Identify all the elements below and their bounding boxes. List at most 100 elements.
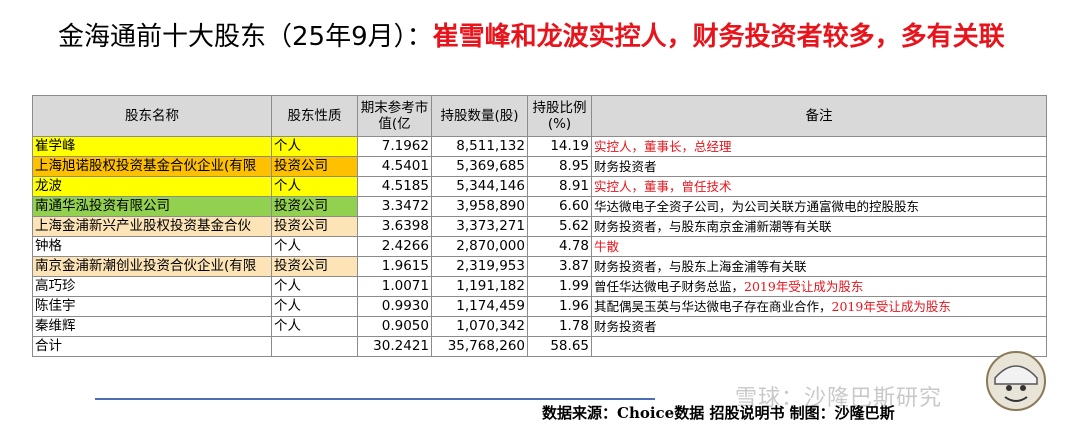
cell-shareholder-name: 南通华泓投资有限公司 [32, 196, 272, 217]
cell-market-value: 3.6398 [357, 216, 432, 237]
note-text: 华达微电子全资子公司，为公司关联方通富微电的控股股东 [594, 199, 920, 214]
table-row: 南京金浦新潮创业投资合伙企业(有限 投资公司 1.9615 2,319,953 3.87… [32, 256, 1047, 277]
cell-market-value: 4.5401 [357, 156, 432, 177]
cell-shareholder-name: 上海金浦新兴产业股权投资基金合伙 [32, 216, 272, 237]
cell-percent: 6.60 [527, 196, 592, 217]
table-row: 上海旭诺股权投资基金合伙企业(有限 投资公司 4.5401 5,369,685 8.95… [32, 156, 1047, 177]
cell-shareholder-name: 钟格 [32, 236, 272, 257]
cell-note: 实控人，董事，曾任技术 [591, 176, 1047, 197]
cell-note: 财务投资者 [591, 316, 1047, 337]
cell-shares: 5,344,146 [431, 176, 528, 197]
note-text: 实控人，董事长，总经理 [594, 139, 732, 154]
cell-shares: 5,369,685 [431, 156, 528, 177]
title-prefix: 金海通前十大股东（25年9月）： [58, 22, 433, 52]
cell-market-value: 0.9050 [357, 316, 432, 337]
cell-percent: 1.99 [527, 276, 592, 297]
note-text: 财务投资者，与股东南京金浦新潮等有关联 [594, 219, 832, 234]
cell-note: 财务投资者，与股东上海金浦等有关联 [591, 256, 1047, 277]
total-label: 合计 [32, 336, 272, 357]
note-text: 其配偶吴玉英与华达微电子存在商业合作， [594, 299, 832, 314]
cell-note: 牛散 [591, 236, 1047, 257]
cell-shareholder-type: 投资公司 [271, 256, 358, 277]
cell-shareholder-type: 个人 [271, 176, 358, 197]
source-note: 数据来源：Choice数据 招股说明书 制图：沙隆巴斯 [542, 404, 895, 422]
cell-market-value: 1.0071 [357, 276, 432, 297]
cell-shares: 1,191,182 [431, 276, 528, 297]
total-market-value: 30.2421 [357, 336, 432, 357]
cell-shareholder-type: 投资公司 [271, 196, 358, 217]
cell-percent: 8.95 [527, 156, 592, 177]
cell-shareholder-name: 高巧珍 [32, 276, 272, 297]
table-row: 秦维辉 个人 0.9050 1,070,342 1.78 财务投资者 [32, 316, 1047, 337]
cell-percent: 14.19 [527, 136, 592, 157]
total-row: 合计 30.2421 35,768,260 58.65 [32, 336, 1047, 357]
cell-shareholder-name: 崔学峰 [32, 136, 272, 157]
header-name: 股东名称 [32, 95, 272, 137]
cell-shareholder-type: 投资公司 [271, 156, 358, 177]
header-market-value: 期末参考市值(亿 [357, 95, 432, 137]
footer-divider [95, 398, 655, 400]
total-type [271, 336, 358, 357]
shareholders-table: 股东名称 股东性质 期末参考市值(亿 持股数量(股) 持股比例(%) 备注 崔学… [32, 95, 1047, 357]
table-row: 上海金浦新兴产业股权投资基金合伙 投资公司 3.6398 3,373,271 5.62 财… [32, 216, 1047, 237]
note-text: 财务投资者，与股东上海金浦等有关联 [594, 259, 807, 274]
cell-note: 曾任华达微电子财务总监，2019年受让成为股东 [591, 276, 1047, 297]
author-avatar-icon [986, 351, 1046, 411]
cell-shareholder-name: 上海旭诺股权投资基金合伙企业(有限 [32, 156, 272, 177]
header-note: 备注 [591, 95, 1047, 137]
header-shares: 持股数量(股) [431, 95, 528, 137]
cell-note: 华达微电子全资子公司，为公司关联方通富微电的控股股东 [591, 196, 1047, 217]
cell-percent: 8.91 [527, 176, 592, 197]
cell-shareholder-type: 个人 [271, 276, 358, 297]
cell-shares: 1,174,459 [431, 296, 528, 317]
note-text: 牛散 [594, 239, 620, 254]
cell-market-value: 7.1962 [357, 136, 432, 157]
cell-market-value: 1.9615 [357, 256, 432, 277]
cell-note: 财务投资者 [591, 156, 1047, 177]
table-row: 钟格 个人 2.4266 2,870,000 4.78 牛散 [32, 236, 1047, 257]
cell-shareholder-type: 个人 [271, 236, 358, 257]
title-highlight: 崔雪峰和龙波实控人，财务投资者较多，多有关联 [432, 22, 1005, 52]
table-body: 崔学峰 个人 7.1962 8,511,132 14.19 实控人，董事长，总经理 上海旭诺… [32, 136, 1047, 357]
cell-shareholder-type: 投资公司 [271, 216, 358, 237]
cell-market-value: 3.3472 [357, 196, 432, 217]
cell-percent: 1.96 [527, 296, 592, 317]
cell-percent: 3.87 [527, 256, 592, 277]
cell-shares: 2,870,000 [431, 236, 528, 257]
cell-shareholder-name: 秦维辉 [32, 316, 272, 337]
cell-shareholder-name: 南京金浦新潮创业投资合伙企业(有限 [32, 256, 272, 277]
note-text: 曾任华达微电子财务总监， [594, 279, 745, 294]
total-note [591, 336, 1047, 357]
watermark: 雪球：沙隆巴斯研究 [735, 386, 943, 411]
cell-shareholder-type: 个人 [271, 136, 358, 157]
cell-shareholder-name: 陈佳宇 [32, 296, 272, 317]
cell-market-value: 2.4266 [357, 236, 432, 257]
cell-shares: 3,958,890 [431, 196, 528, 217]
cell-shares: 3,373,271 [431, 216, 528, 237]
table-row: 崔学峰 个人 7.1962 8,511,132 14.19 实控人，董事长，总经理 [32, 136, 1047, 157]
cell-shares: 8,511,132 [431, 136, 528, 157]
page-title: 金海通前十大股东（25年9月）：崔雪峰和龙波实控人，财务投资者较多，多有关联 [58, 20, 1005, 54]
header-percent: 持股比例(%) [527, 95, 592, 137]
cell-shareholder-name: 龙波 [32, 176, 272, 197]
note-text: 财务投资者 [594, 159, 657, 174]
total-shares: 35,768,260 [431, 336, 528, 357]
cell-percent: 1.78 [527, 316, 592, 337]
table-row: 龙波 个人 4.5185 5,344,146 8.91 实控人，董事，曾任技术 [32, 176, 1047, 197]
cell-note: 其配偶吴玉英与华达微电子存在商业合作，2019年受让成为股东 [591, 296, 1047, 317]
table-row: 高巧珍 个人 1.0071 1,191,182 1.99 曾任华达微电子财务总监，2019… [32, 276, 1047, 297]
table-row: 南通华泓投资有限公司 投资公司 3.3472 3,958,890 6.60 华达微电子全资… [32, 196, 1047, 217]
total-percent: 58.65 [527, 336, 592, 357]
cell-shareholder-type: 个人 [271, 316, 358, 337]
cell-market-value: 4.5185 [357, 176, 432, 197]
cell-shareholder-type: 个人 [271, 296, 358, 317]
cell-market-value: 0.9930 [357, 296, 432, 317]
cell-percent: 4.78 [527, 236, 592, 257]
cell-shares: 1,070,342 [431, 316, 528, 337]
note-text: 财务投资者 [594, 319, 657, 334]
cell-percent: 5.62 [527, 216, 592, 237]
note-text: 实控人，董事，曾任技术 [594, 179, 732, 194]
cell-note: 实控人，董事长，总经理 [591, 136, 1047, 157]
table-header-row: 股东名称 股东性质 期末参考市值(亿 持股数量(股) 持股比例(%) 备注 [32, 95, 1047, 137]
cell-shares: 2,319,953 [431, 256, 528, 277]
